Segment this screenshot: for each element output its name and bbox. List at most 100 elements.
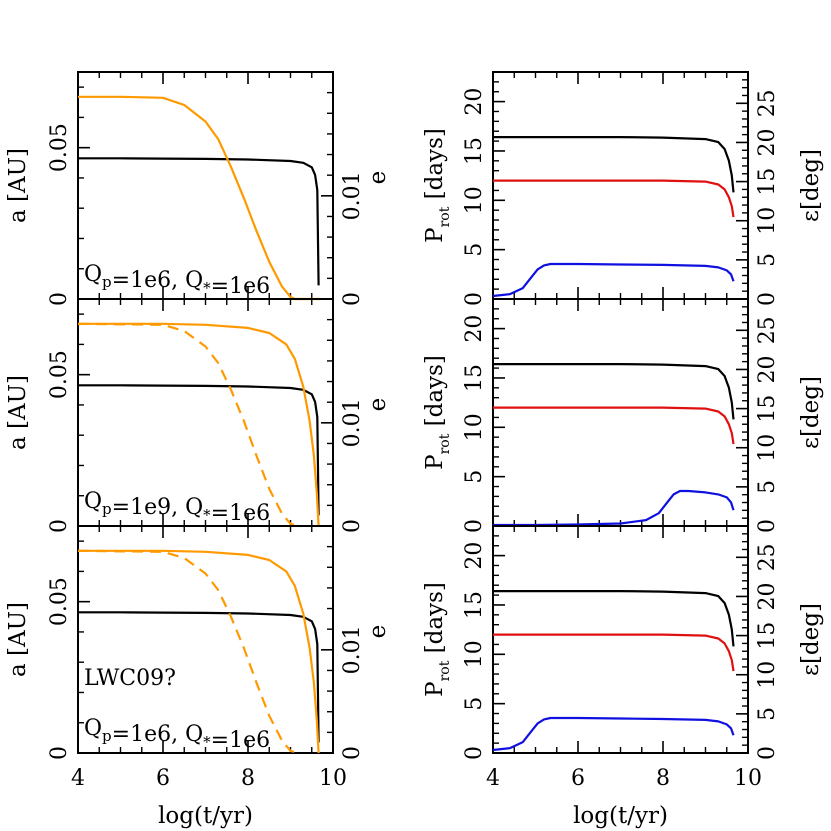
plot-frame [492, 298, 749, 527]
x-tick-label: 8 [241, 766, 255, 791]
ylabel-main: P [422, 227, 448, 242]
ylabel-sub: rot [437, 433, 453, 454]
y-left-tick-label: 0.05 [47, 577, 72, 626]
annot-text: =1e6, [112, 268, 185, 293]
annot-text: Q [185, 268, 203, 293]
y-right-tick-label: 5 [755, 707, 780, 721]
y-right-tick-label: 25 [755, 316, 780, 344]
y-right-axis-label: e [365, 625, 391, 639]
y-right-axis-label: ε[deg] [798, 149, 824, 222]
panel-right-1: 0 5 10 15 20 0 5 10 15 20 25 Prot [days] ε[deg] [422, 71, 824, 306]
y-left-tick-label: 10 [462, 640, 487, 668]
plot-frame [77, 298, 334, 527]
y-left-tick-label: 5 [462, 470, 487, 484]
series-e [78, 95, 321, 301]
y-left-tick-label: 20 [462, 88, 487, 116]
annotation: LWC09? [84, 666, 176, 691]
annot-text: Q [84, 716, 102, 741]
annot-text: Q [185, 495, 203, 520]
y-left-tick-label: 0.05 [47, 123, 72, 172]
y-left-tick-label: 20 [462, 542, 487, 570]
y-right-tick-label: 0 [340, 519, 365, 533]
y-left-tick-label: 0 [462, 746, 487, 760]
annot-text: =1e9, [112, 495, 185, 520]
series-red [493, 406, 735, 445]
y-right-tick-label: 0.01 [340, 171, 365, 220]
y-right-tick-label: 25 [755, 89, 780, 117]
x-axis-label: log(t/yr) [573, 803, 668, 829]
series-a [78, 157, 320, 286]
panel-right-2: 0 5 10 15 20 0 5 10 15 20 25 Prot [days] ε[deg] [422, 298, 824, 533]
x-tick-label: 10 [319, 766, 347, 791]
y-right-tick-label: 0 [755, 519, 780, 533]
y-right-tick-label: 20 [755, 582, 780, 610]
annot-sub: * [203, 506, 211, 524]
annot-text: =1e6 [211, 501, 270, 526]
ylabel-sub: rot [437, 660, 453, 681]
ylabel-rest: [days] [422, 128, 448, 207]
annot-text: Q [185, 722, 203, 747]
y-right-tick-label: 10 [755, 207, 780, 235]
y-left-axis-label: Prot [days] [422, 128, 453, 243]
plot-frame [77, 71, 334, 300]
y-left-tick-label: 0 [47, 519, 72, 533]
y-right-tick-label: 0 [340, 746, 365, 760]
y-right-axis-label: ε[deg] [798, 376, 824, 449]
y-right-tick-label: 20 [755, 355, 780, 383]
annot-sub: * [203, 733, 211, 751]
ylabel-main: P [422, 454, 448, 469]
y-right-tick-label: 0.01 [340, 625, 365, 674]
y-left-tick-label: 10 [462, 186, 487, 214]
y-left-tick-label: 0.05 [47, 350, 72, 399]
annot-text: =1e6, [112, 722, 185, 747]
y-right-tick-label: 15 [755, 622, 780, 650]
panel-right-3: 0 5 10 15 20 0 5 10 15 20 25 Prot [days] ε[deg] 4 6 8 10… [422, 525, 824, 829]
annot-text: =1e6 [211, 728, 270, 753]
x-tick-label: 6 [156, 766, 170, 791]
y-right-tick-label: 5 [755, 253, 780, 267]
x-tick-label: 6 [571, 766, 585, 791]
series-black [493, 136, 735, 193]
x-tick-label: 4 [486, 766, 500, 791]
y-left-tick-label: 20 [462, 315, 487, 343]
x-axis-label: log(t/yr) [158, 803, 253, 829]
annot-sub: p [102, 727, 112, 745]
series-e-dashed [77, 549, 300, 755]
ylabel-rest: [days] [422, 355, 448, 434]
y-right-axis-label: e [365, 171, 391, 185]
x-tick-label: 10 [734, 766, 762, 791]
y-right-tick-label: 0.01 [340, 398, 365, 447]
series-e [78, 549, 320, 754]
series-e-dashed [77, 322, 300, 528]
y-right-tick-label: 0 [755, 746, 780, 760]
y-right-tick-label: 15 [755, 395, 780, 423]
annot-text: =1e6 [211, 274, 270, 299]
ylabel-rest: [days] [422, 582, 448, 661]
plot-frame [77, 525, 334, 754]
y-left-tick-label: 0 [462, 519, 487, 533]
annot-sub: p [102, 500, 112, 518]
ylabel-main: P [422, 681, 448, 696]
ylabel-sub: rot [437, 206, 453, 227]
y-left-tick-label: 15 [462, 591, 487, 619]
y-left-axis-label: Prot [days] [422, 355, 453, 470]
y-left-tick-label: 0 [47, 292, 72, 306]
series-blue [493, 489, 735, 527]
x-tick-label: 4 [71, 766, 85, 791]
y-left-axis-label: a [AU] [5, 375, 31, 450]
annot-sub: p [102, 273, 112, 291]
annotation: Qp=1e6, Q*=1e6 [84, 262, 270, 299]
y-left-tick-label: 0 [462, 292, 487, 306]
y-left-tick-label: 0 [47, 746, 72, 760]
y-left-axis-label: Prot [days] [422, 582, 453, 697]
y-right-tick-label: 15 [755, 168, 780, 196]
y-right-tick-label: 10 [755, 434, 780, 462]
series-e [78, 322, 320, 527]
y-left-tick-label: 10 [462, 413, 487, 441]
series-black [493, 590, 735, 647]
series-black [493, 363, 735, 420]
series-a [78, 384, 320, 516]
annot-text: LWC09? [84, 666, 176, 691]
